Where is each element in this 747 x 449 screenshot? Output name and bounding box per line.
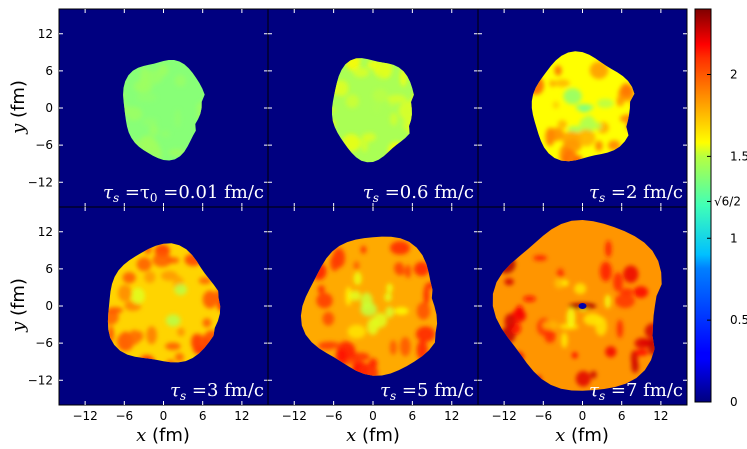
x-axis-labels: x (fm) x (fm) x (fm) xyxy=(136,425,609,446)
y-tick-label: 0 xyxy=(45,299,53,313)
y-tick-label: 12 xyxy=(38,225,53,239)
heatmap-panel-5: −12 −6 0 6 12 τs =5 fm/c xyxy=(267,206,479,423)
fireball-texture xyxy=(531,61,635,162)
y-tick-label: −6 xyxy=(35,138,53,152)
center-hole xyxy=(578,303,587,309)
y-tick-label: 6 xyxy=(45,64,53,78)
x-tick-label: 0 xyxy=(579,409,587,423)
x-tick-label: −12 xyxy=(72,409,97,423)
x-axis-label-col2: x (fm) xyxy=(346,425,400,446)
colorbar: 0 0.5 1 1.5 2 √6/2 xyxy=(694,8,747,409)
panel-annotation: τs =5 fm/c xyxy=(380,380,474,403)
x-tick-label: 0 xyxy=(369,409,377,423)
x-tick-label: 12 xyxy=(444,409,459,423)
y-axis-label-top: y (fm) xyxy=(8,80,29,135)
colorbar-tick-label: 1 xyxy=(730,231,738,245)
x-tick-label: 6 xyxy=(199,409,207,423)
panel-annotation: τs =3 fm/c xyxy=(170,380,264,403)
x-tick-label: −6 xyxy=(534,409,552,423)
y-tick-label: 0 xyxy=(45,101,53,115)
heatmap-panel-2: τs =0.6 fm/c xyxy=(267,8,479,208)
colorbar-ticks: 0 0.5 1 1.5 2 √6/2 xyxy=(707,68,747,409)
colorbar-special-label: √6/2 xyxy=(714,194,741,208)
panel-annotation: τs =7 fm/c xyxy=(589,380,683,403)
panel-annotation: τs =τ0 =0.01 fm/c xyxy=(103,182,264,205)
y-tick-label: −6 xyxy=(35,336,53,350)
x-tick-label: −6 xyxy=(115,409,133,423)
svg-text:y (fm): y (fm) xyxy=(8,278,29,333)
x-tick-label: −12 xyxy=(491,409,516,423)
svg-text:y (fm): y (fm) xyxy=(8,80,29,135)
y-tick-label: 6 xyxy=(45,262,53,276)
heatmap-panel-6: −12 −6 0 6 12 τs =7 fm/c xyxy=(477,206,688,423)
x-tick-label: −6 xyxy=(325,409,343,423)
colorbar-gradient xyxy=(694,8,712,403)
y-tick-label: 12 xyxy=(38,27,53,41)
y-tick-label: −12 xyxy=(28,373,53,387)
colorbar-tick-label: 0 xyxy=(730,395,738,409)
y-axis-label-bottom: y (fm) xyxy=(8,278,29,333)
fireball-texture xyxy=(496,240,662,387)
x-axis-label-col1: x (fm) xyxy=(136,425,190,446)
x-tick-label: 6 xyxy=(618,409,626,423)
x-tick-label: 12 xyxy=(653,409,668,423)
colorbar-tick-label: 1.5 xyxy=(730,149,747,163)
x-tick-label: −12 xyxy=(282,409,307,423)
panel-annotation: τs =0.6 fm/c xyxy=(363,182,474,205)
colorbar-tick-label: 0.5 xyxy=(730,313,747,327)
x-tick-label: 6 xyxy=(409,409,417,423)
heatmap-panel-3: τs =2 fm/c xyxy=(477,8,688,208)
panel-grid: 12 6 0 −6 −12 τs =τ0 =0.01 fm/c τs =0.6 fm/c τs… xyxy=(28,8,688,423)
heatmap-panel-4: 12 6 0 −6 −12 −12 −6 0 6 12 τs =3 fm/c xyxy=(28,206,269,423)
y-tick-label: −12 xyxy=(28,175,53,189)
x-tick-label: 0 xyxy=(160,409,168,423)
panel-annotation: τs =2 fm/c xyxy=(589,182,683,205)
x-tick-label: 12 xyxy=(234,409,249,423)
heatmap-panel-1: 12 6 0 −6 −12 τs =τ0 =0.01 fm/c xyxy=(28,8,269,208)
x-axis-label-col3: x (fm) xyxy=(555,425,609,446)
colorbar-tick-label: 2 xyxy=(730,68,738,82)
